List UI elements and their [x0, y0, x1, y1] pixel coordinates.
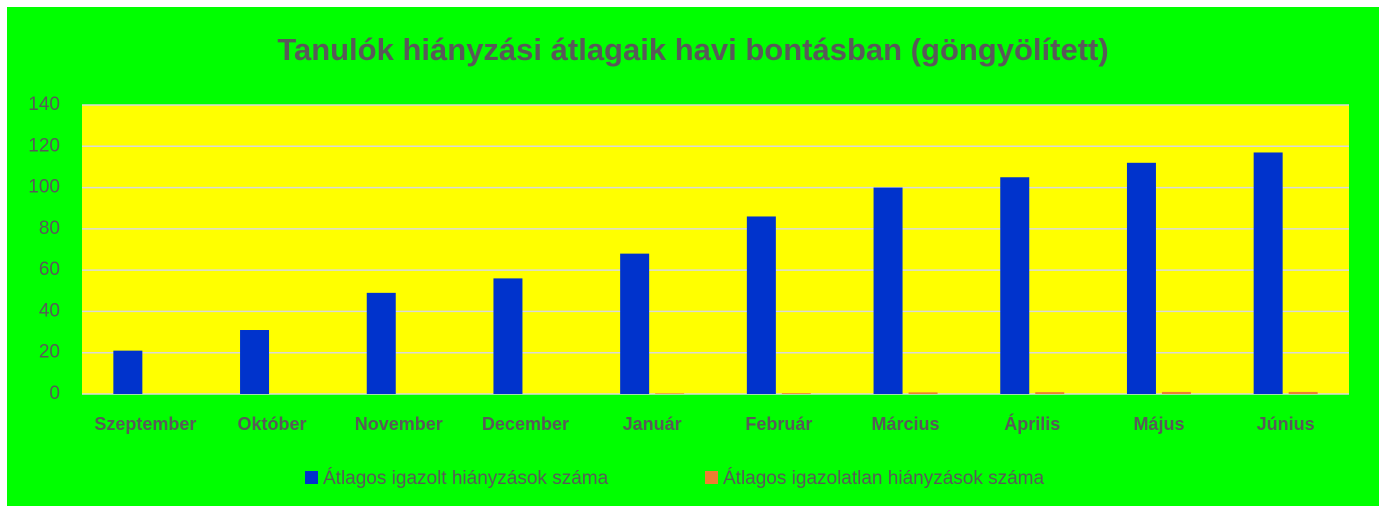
- x-tick-label: Március: [872, 414, 940, 434]
- x-tick-label: Április: [1004, 413, 1060, 434]
- x-tick-label: Október: [238, 414, 307, 434]
- x-tick-label: Május: [1133, 414, 1184, 434]
- bar: [1161, 391, 1191, 394]
- bar: [781, 393, 811, 394]
- legend-swatch: [705, 471, 718, 484]
- bar: [620, 253, 650, 394]
- y-tick-label: 120: [28, 135, 60, 156]
- y-tick-label: 140: [28, 94, 60, 115]
- legend-label: Átlagos igazolt hiányzások száma: [323, 468, 609, 489]
- bar: [1126, 162, 1156, 394]
- chart-title: Tanulók hiányzási átlagaik havi bontásba…: [277, 32, 1108, 67]
- y-tick-label: 60: [39, 259, 60, 280]
- y-tick-label: 100: [28, 177, 60, 198]
- bar: [655, 393, 685, 394]
- bar: [873, 187, 903, 394]
- bar: [113, 350, 143, 394]
- x-tick-label: Február: [745, 414, 812, 434]
- x-tick-label: Szeptember: [94, 414, 196, 434]
- y-tick-label: 80: [39, 218, 60, 239]
- bar: [746, 216, 776, 394]
- bar: [1035, 392, 1065, 394]
- x-tick-label: November: [355, 414, 443, 434]
- bar: [908, 392, 938, 394]
- plot-area: [82, 105, 1349, 394]
- legend-swatch: [305, 471, 318, 484]
- x-tick-label: December: [482, 414, 569, 434]
- legend-label: Átlagos igazolatlan hiányzások száma: [723, 468, 1045, 489]
- x-tick-label: Január: [623, 414, 682, 434]
- bar: [1288, 391, 1318, 394]
- bar: [1253, 152, 1283, 394]
- bar: [240, 330, 270, 394]
- y-tick-label: 20: [39, 342, 60, 363]
- x-tick-label: Június: [1257, 414, 1315, 434]
- y-tick-label: 0: [49, 383, 60, 404]
- bar: [493, 278, 523, 394]
- bar: [366, 292, 396, 394]
- y-tick-label: 40: [39, 300, 60, 321]
- bar: [1000, 177, 1030, 394]
